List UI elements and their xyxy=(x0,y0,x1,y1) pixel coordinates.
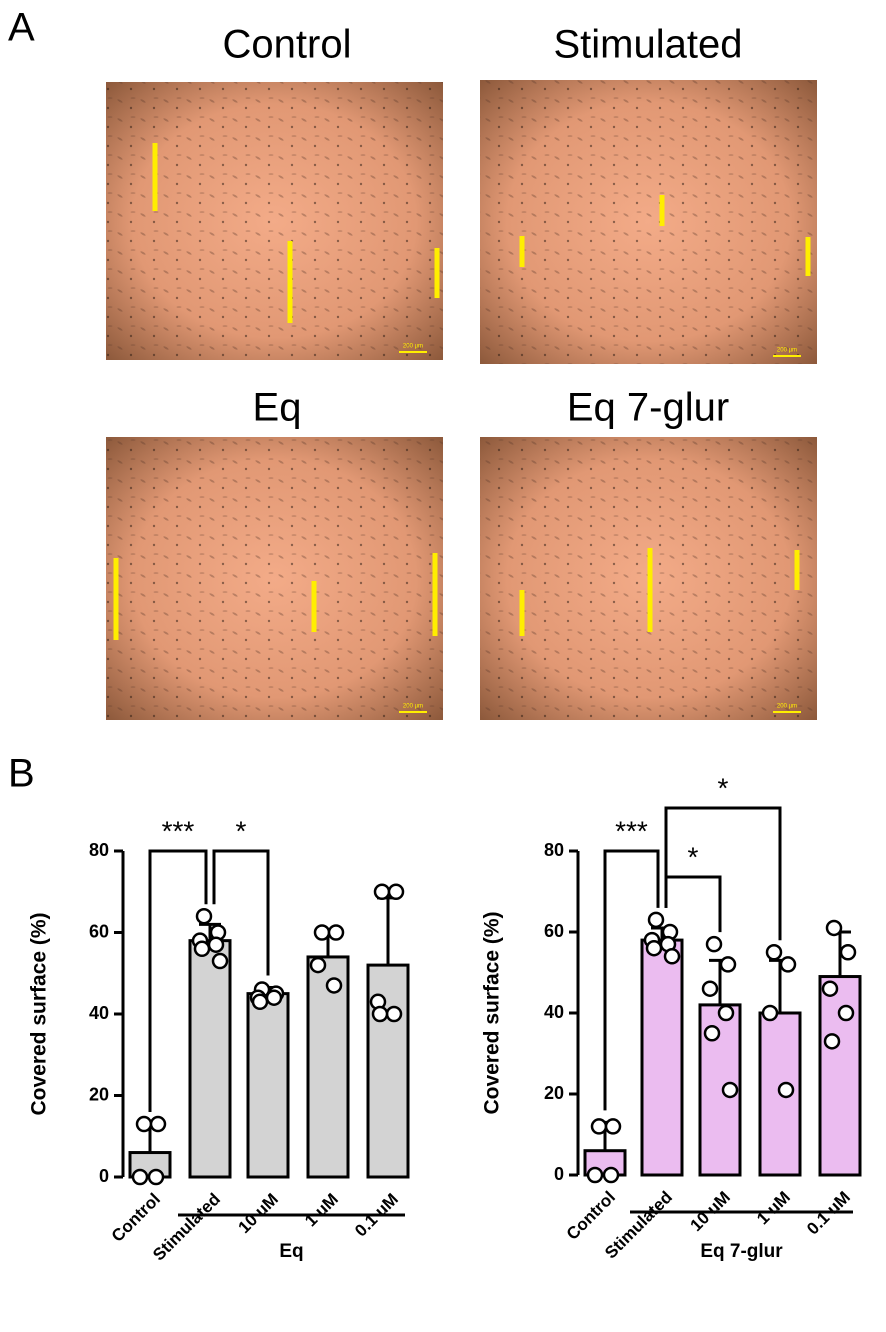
x-tick-label: 1 uM xyxy=(301,1190,342,1231)
y-tick-label: 20 xyxy=(89,1084,109,1104)
data-point xyxy=(604,1118,622,1135)
data-point xyxy=(717,1004,735,1022)
data-point xyxy=(701,980,719,997)
data-point xyxy=(149,1115,167,1133)
significance-bracket xyxy=(603,849,660,1111)
data-point xyxy=(193,940,211,958)
data-point xyxy=(135,1115,153,1133)
data-point xyxy=(705,935,723,953)
significance-label: *** xyxy=(162,815,195,846)
data-point xyxy=(327,924,345,941)
data-point xyxy=(703,1025,721,1042)
y-axis-label: Covered surface (%) xyxy=(28,912,51,1115)
bar xyxy=(306,955,350,1179)
panel-label: B xyxy=(8,752,35,796)
data-point xyxy=(590,1118,608,1135)
x-tick-label: Control xyxy=(563,1188,619,1244)
significance-bracket xyxy=(664,875,722,933)
data-point xyxy=(265,989,283,1006)
data-point xyxy=(779,956,797,973)
error-bar xyxy=(377,896,399,966)
image-title: Control xyxy=(223,23,352,67)
y-axis-label: Covered surface (%) xyxy=(481,911,504,1114)
x-tick-label: 1 uM xyxy=(753,1188,794,1229)
data-point xyxy=(373,883,391,900)
data-point xyxy=(385,1005,403,1023)
significance-label: *** xyxy=(615,815,648,846)
data-point xyxy=(823,1033,841,1050)
data-point xyxy=(371,1005,389,1023)
data-point xyxy=(721,1081,739,1099)
significance-bracket xyxy=(148,849,208,1113)
data-point xyxy=(647,911,665,929)
significance-label: * xyxy=(236,815,247,846)
x-tick-label: Control xyxy=(108,1190,164,1246)
y-tick-label: 60 xyxy=(89,921,109,941)
data-point xyxy=(825,919,843,937)
data-point xyxy=(325,977,343,994)
bar xyxy=(188,939,232,1179)
group-label: Eq xyxy=(279,1241,303,1262)
data-point xyxy=(211,952,229,970)
y-tick-label: 80 xyxy=(89,840,109,860)
data-point xyxy=(719,956,737,973)
image-title: Eq 7-glur xyxy=(567,386,729,430)
data-point xyxy=(839,944,857,961)
scale-label: 200 µm xyxy=(777,348,797,354)
y-tick-label: 60 xyxy=(544,921,564,941)
y-tick-label: 80 xyxy=(544,840,564,860)
y-tick-label: 20 xyxy=(544,1083,564,1103)
data-point xyxy=(251,993,269,1011)
image-title: Eq xyxy=(253,386,302,430)
micrograph-cells xyxy=(106,437,443,720)
scale-label: 200 µm xyxy=(403,344,423,350)
data-point xyxy=(309,956,327,974)
data-point xyxy=(147,1168,165,1186)
data-point xyxy=(195,907,213,925)
micrograph-cells xyxy=(480,80,817,364)
data-point xyxy=(761,1004,779,1022)
data-point xyxy=(387,883,405,900)
data-point xyxy=(663,948,681,965)
y-tick-label: 40 xyxy=(544,1002,564,1022)
data-point xyxy=(837,1004,855,1022)
bar xyxy=(818,975,862,1177)
data-point xyxy=(131,1168,149,1186)
data-point xyxy=(821,980,839,997)
bar xyxy=(640,938,684,1177)
micrograph-cells xyxy=(106,82,443,360)
significance-label: * xyxy=(718,772,729,803)
data-point xyxy=(313,924,331,941)
data-point xyxy=(586,1166,604,1184)
significance-label: * xyxy=(688,841,699,872)
y-tick-label: 40 xyxy=(89,1003,109,1023)
image-title: Stimulated xyxy=(554,23,743,67)
x-tick-label: 10 uM xyxy=(234,1190,282,1238)
data-point xyxy=(765,944,783,961)
scale-label: 200 µm xyxy=(403,704,423,710)
data-point xyxy=(602,1166,620,1184)
data-point xyxy=(777,1081,795,1099)
data-point xyxy=(645,939,663,957)
data-point xyxy=(207,936,225,953)
group-label: Eq 7-glur xyxy=(700,1241,783,1262)
significance-bracket xyxy=(212,849,270,976)
bar xyxy=(246,992,290,1179)
scale-label: 200 µm xyxy=(777,704,797,710)
significance-bracket xyxy=(664,806,782,941)
panel-label: A xyxy=(8,6,35,50)
y-tick-label: 0 xyxy=(99,1166,109,1186)
y-tick-label: 0 xyxy=(554,1164,564,1184)
